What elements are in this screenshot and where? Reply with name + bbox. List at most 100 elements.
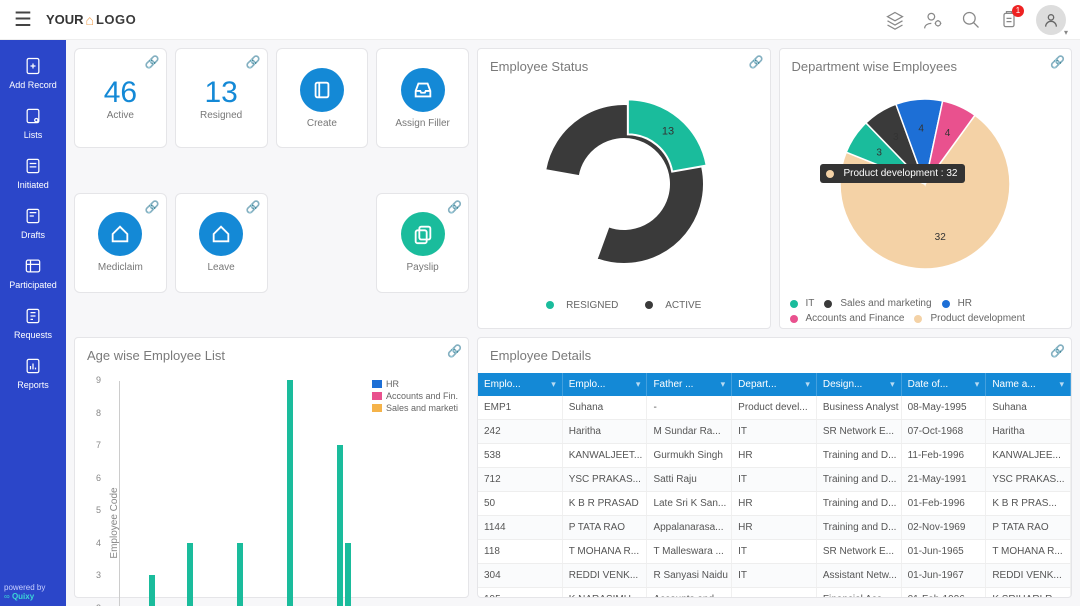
- table-row[interactable]: 538KANWALJEET...Gurmukh SinghHRTraining …: [478, 444, 1071, 468]
- employee-status-donut: 4613: [524, 84, 724, 284]
- table-row[interactable]: 712YSC PRAKAS...Satti RajuITTraining and…: [478, 468, 1071, 492]
- legend-label: RESIGNED: [566, 300, 618, 311]
- home-icon: [199, 212, 243, 256]
- bar-plot: 123456789025-3545-55< 2535-45above 55: [119, 381, 458, 606]
- table-cell: 118: [478, 540, 563, 563]
- sidebar-item-label: Requests: [14, 330, 52, 340]
- link-icon[interactable]: 🔗: [1050, 55, 1065, 69]
- card-payslip[interactable]: 🔗 Payslip: [376, 193, 469, 293]
- sidebar-item-reports[interactable]: Reports: [0, 348, 66, 398]
- table-column-header[interactable]: Father ...▾: [647, 373, 732, 396]
- copy-icon: [401, 212, 445, 256]
- table-cell: [732, 588, 817, 598]
- link-icon[interactable]: 🔗: [447, 200, 462, 214]
- sidebar-item-add-record[interactable]: Add Record: [0, 48, 66, 98]
- table-column-header[interactable]: Emplo...▾: [478, 373, 563, 396]
- table-cell: Satti Raju: [647, 468, 732, 491]
- link-icon[interactable]: 🔗: [246, 55, 261, 69]
- hamburger-icon[interactable]: ☰: [14, 7, 32, 32]
- table-cell: REDDI VENK...: [986, 564, 1071, 587]
- table-cell: IT: [732, 564, 817, 587]
- table-cell: 195: [478, 588, 563, 598]
- clipboard-icon[interactable]: 1: [998, 9, 1020, 31]
- table-cell: K SRIHARI R...: [986, 588, 1071, 598]
- link-icon[interactable]: 🔗: [447, 344, 462, 358]
- book-icon: [300, 68, 344, 112]
- link-icon[interactable]: 🔗: [749, 55, 764, 69]
- user-avatar-button[interactable]: ▾: [1036, 5, 1066, 35]
- table-cell: P TATA RAO: [986, 516, 1071, 539]
- legend-item[interactable]: Product development: [914, 313, 1025, 324]
- table-cell: T MOHANA R...: [563, 540, 648, 563]
- card-resigned[interactable]: 🔗13Resigned: [175, 48, 268, 148]
- table-cell: 242: [478, 420, 563, 443]
- table-column-header[interactable]: Date of...▾: [902, 373, 987, 396]
- table-row[interactable]: EMP1Suhana-Product devel...Business Anal…: [478, 396, 1071, 420]
- table-cell: Training and D...: [817, 492, 902, 515]
- link-icon[interactable]: 🔗: [145, 55, 160, 69]
- card-label: Leave: [208, 262, 235, 273]
- sidebar-item-drafts[interactable]: Drafts: [0, 198, 66, 248]
- sidebar-item-participated[interactable]: Participated: [0, 248, 66, 298]
- legend-item[interactable]: Accounts and Finance: [790, 313, 905, 324]
- table-cell: M Sundar Ra...: [647, 420, 732, 443]
- panel-title: Employee Details: [478, 338, 1071, 373]
- card-mediclaim[interactable]: 🔗Mediclaim: [74, 193, 167, 293]
- layers-icon[interactable]: [884, 9, 906, 31]
- table-cell: Product devel...: [732, 396, 817, 419]
- table-column-header[interactable]: Depart...▾: [732, 373, 817, 396]
- link-icon[interactable]: 🔗: [246, 200, 261, 214]
- table-column-header[interactable]: Design...▾: [817, 373, 902, 396]
- link-icon[interactable]: 🔗: [1050, 344, 1065, 358]
- card-label: Assign Filler: [395, 118, 449, 129]
- legend-item[interactable]: Sales and marketing: [824, 298, 931, 309]
- table-cell: YSC PRAKAS...: [563, 468, 648, 491]
- legend-item[interactable]: HR: [942, 298, 972, 309]
- table-row[interactable]: 304REDDI VENK...R Sanyasi NaiduITAssista…: [478, 564, 1071, 588]
- table-column-header[interactable]: Name a...▾: [986, 373, 1071, 396]
- table-cell: 01-Feb-1996: [902, 492, 987, 515]
- user-settings-icon[interactable]: [922, 9, 944, 31]
- table-row[interactable]: 118T MOHANA R...T Malleswara ...ITSR Net…: [478, 540, 1071, 564]
- table-row[interactable]: 242HarithaM Sundar Ra...ITSR Network E..…: [478, 420, 1071, 444]
- card-assign-filler[interactable]: Assign Filler: [376, 48, 469, 148]
- card-label: Payslip: [407, 262, 439, 273]
- search-icon[interactable]: [960, 9, 982, 31]
- panel-department-wise: 🔗 Department wise Employees 323344 Produ…: [779, 48, 1073, 329]
- card-active[interactable]: 🔗46Active: [74, 48, 167, 148]
- notification-badge: 1: [1012, 5, 1024, 17]
- svg-text:4: 4: [945, 128, 951, 139]
- table-cell: Haritha: [563, 420, 648, 443]
- legend-item[interactable]: IT: [790, 298, 815, 309]
- table-row[interactable]: 195K NARASIMH...Accounts and ...Financia…: [478, 588, 1071, 598]
- sidebar-item-lists[interactable]: Lists: [0, 98, 66, 148]
- sidebar-item-label: Lists: [24, 130, 43, 140]
- table-cell: KANWALJEET...: [563, 444, 648, 467]
- table-row[interactable]: 1144P TATA RAOAppalanarasa...HRTraining …: [478, 516, 1071, 540]
- panel-title: Department wise Employees: [780, 49, 1072, 84]
- card-leave[interactable]: 🔗 Leave: [175, 193, 268, 293]
- table-cell: K B R PRAS...: [986, 492, 1071, 515]
- table-cell: P TATA RAO: [563, 516, 648, 539]
- powered-by-brand: Quixy: [12, 592, 34, 601]
- logo[interactable]: YOUR⌂LOGO: [46, 12, 136, 28]
- sidebar-item-initiated[interactable]: Initiated: [0, 148, 66, 198]
- table-cell: Haritha: [986, 420, 1071, 443]
- sidebar-item-requests[interactable]: Requests: [0, 298, 66, 348]
- svg-text:4: 4: [919, 124, 925, 135]
- table-head: Emplo...▾Emplo...▾Father ...▾Depart...▾D…: [478, 373, 1071, 396]
- table-cell: Training and D...: [817, 444, 902, 467]
- table-row[interactable]: 50K B R PRASADLate Sri K San...HRTrainin…: [478, 492, 1071, 516]
- table-cell: EMP1: [478, 396, 563, 419]
- table-cell: Financial Acc...: [817, 588, 902, 598]
- table-column-header[interactable]: Emplo...▾: [563, 373, 648, 396]
- sidebar: Add Record Lists Initiated Drafts Partic…: [0, 40, 66, 606]
- table-cell: Suhana: [986, 396, 1071, 419]
- table-cell: HR: [732, 444, 817, 467]
- link-icon[interactable]: 🔗: [145, 200, 160, 214]
- table-cell: Accounts and ...: [647, 588, 732, 598]
- table-cell: IT: [732, 540, 817, 563]
- pie-legend: IT Sales and marketing HR Accounts and Fina…: [780, 294, 1072, 328]
- panel-age-wise: 🔗 Age wise Employee List Employee Code H…: [74, 337, 469, 598]
- card-create[interactable]: Create: [276, 48, 369, 148]
